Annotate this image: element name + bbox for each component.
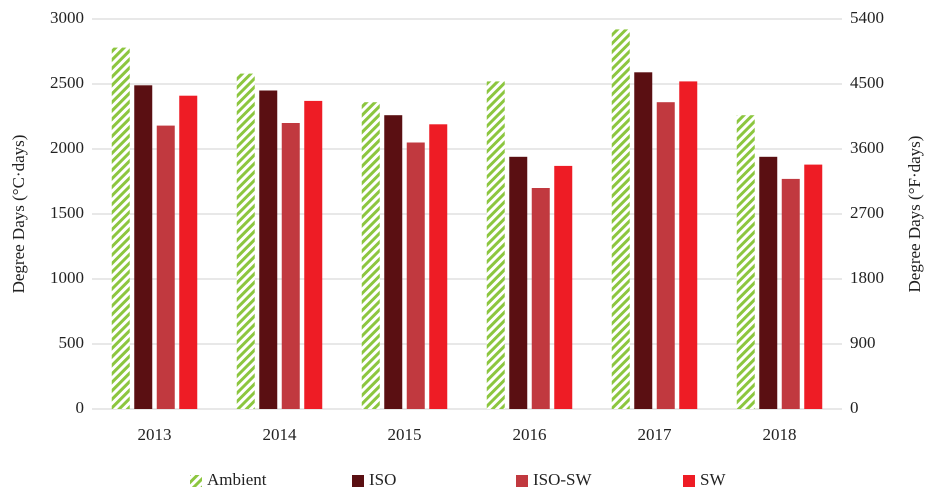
bar (781, 178, 800, 409)
bar (611, 29, 630, 410)
bar (509, 156, 528, 409)
legend-swatch (683, 475, 695, 487)
bar (236, 73, 255, 409)
bar (156, 125, 175, 409)
bar (179, 95, 198, 409)
bar (634, 72, 653, 410)
y2-tick-label: 0 (850, 398, 859, 417)
y2-axis-label: Degree Days (°F·days) (905, 136, 924, 293)
y-tick-label: 1500 (50, 203, 84, 222)
bar (554, 165, 573, 409)
y2-tick-label: 3600 (850, 138, 884, 157)
legend-label: Ambient (207, 470, 267, 489)
bar (531, 188, 550, 409)
x-tick-label: 2016 (513, 425, 547, 444)
bar (429, 124, 448, 410)
bar (759, 156, 778, 409)
y-axis-label: Degree Days (°C·days) (9, 135, 28, 294)
x-tick-label: 2015 (388, 425, 422, 444)
bar (361, 102, 380, 409)
y-tick-label: 500 (59, 333, 85, 352)
x-tick-label: 2017 (638, 425, 673, 444)
bar (406, 142, 425, 409)
bar (384, 115, 403, 409)
y-tick-label: 1000 (50, 268, 84, 287)
bar (259, 90, 278, 409)
bar (656, 102, 675, 409)
y2-tick-label: 5400 (850, 8, 884, 27)
y2-tick-label: 4500 (850, 73, 884, 92)
legend-label: ISO (369, 470, 396, 489)
y-tick-label: 2500 (50, 73, 84, 92)
bar (804, 164, 823, 409)
y2-tick-label: 900 (850, 333, 876, 352)
legend-label: ISO-SW (533, 470, 593, 489)
bar (486, 81, 505, 410)
x-tick-label: 2014 (263, 425, 298, 444)
bar (736, 115, 755, 409)
x-tick-label: 2018 (763, 425, 797, 444)
y2-tick-label: 2700 (850, 203, 884, 222)
legend-swatch (516, 475, 528, 487)
bar (304, 100, 323, 410)
x-tick-label: 2013 (138, 425, 172, 444)
bar (111, 47, 130, 409)
legend-label: SW (700, 470, 726, 489)
bar (134, 85, 153, 410)
legend-swatch (352, 475, 364, 487)
y-tick-label: 2000 (50, 138, 84, 157)
y2-tick-label: 1800 (850, 268, 884, 287)
legend-swatch (190, 475, 202, 487)
bar (679, 81, 698, 410)
bar (281, 123, 300, 409)
y-tick-label: 3000 (50, 8, 84, 27)
y-tick-label: 0 (76, 398, 85, 417)
